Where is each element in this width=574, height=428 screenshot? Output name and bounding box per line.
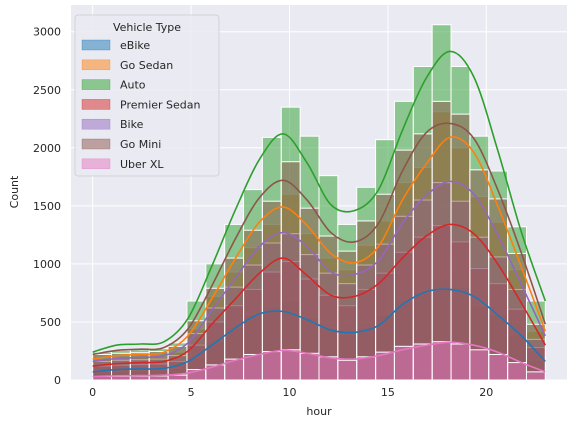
histogram-bar	[450, 343, 471, 381]
legend-title: Vehicle Type	[113, 21, 181, 34]
histogram-bar	[205, 364, 226, 381]
x-axis-label: hour	[306, 405, 332, 418]
y-tick-label: 1500	[33, 200, 61, 213]
kde-lines	[92, 50, 547, 378]
legend-swatch	[81, 118, 111, 130]
kde-line-auto	[92, 50, 547, 353]
x-axis-ticks: 0 5 10 15 20	[89, 386, 493, 399]
histogram-bar	[469, 349, 490, 381]
y-tick-label: 3000	[33, 26, 61, 39]
y-tick-label: 0	[54, 374, 61, 387]
histogram-bar	[431, 341, 452, 381]
histogram-bar	[488, 353, 509, 381]
legend-label: Go Sedan	[120, 59, 173, 72]
legend-label: Auto	[120, 79, 146, 92]
x-tick-label: 5	[188, 386, 195, 399]
y-axis-label: Count	[8, 175, 21, 208]
histogram-bar	[111, 375, 131, 381]
x-tick-label: 0	[89, 386, 96, 399]
kde-line-bike	[92, 180, 547, 363]
legend-swatch	[81, 158, 111, 170]
legend-swatch	[81, 39, 111, 51]
kde-line-go-sedan	[92, 136, 547, 360]
histogram-bar	[507, 362, 527, 381]
histogram-bar	[412, 343, 433, 381]
histogram-bar	[393, 149, 414, 381]
y-axis-ticks: 0 500 1000 1500 2000 2500 3000	[33, 26, 61, 387]
histogram-bar	[337, 359, 358, 381]
histogram-bar	[318, 356, 339, 381]
kde-line-ebike	[92, 288, 546, 373]
histogram-bar	[525, 371, 546, 381]
legend-swatch	[81, 99, 111, 110]
legend-box	[74, 14, 220, 177]
legend-swatch	[81, 59, 111, 71]
histogram-bar	[412, 133, 433, 381]
histogram-bar	[167, 374, 188, 381]
y-tick-label: 1000	[33, 258, 61, 271]
x-tick-label: 15	[381, 386, 395, 399]
kde-line-premier-sedan	[92, 223, 547, 367]
histogram-bar	[299, 352, 320, 381]
histogram-bar	[356, 356, 377, 381]
kde-line-go-mini	[92, 122, 547, 356]
legend-label: Uber XL	[120, 158, 164, 171]
histogram-bar	[450, 113, 471, 381]
y-tick-label: 2500	[33, 84, 61, 97]
histogram-bar	[280, 161, 301, 381]
histogram-bar	[148, 375, 169, 381]
y-tick-label: 500	[40, 316, 61, 329]
histogram-bar	[129, 375, 150, 381]
legend: Vehicle Type eBike Go Sedan Auto Premier Se…	[74, 14, 220, 177]
legend-swatch	[81, 138, 111, 150]
legend-label: Go Mini	[120, 138, 161, 151]
legend-label: Bike	[120, 118, 144, 131]
bar-series-uber-xl	[92, 341, 546, 381]
x-tick-label: 10	[282, 386, 296, 399]
legend-swatch	[81, 79, 111, 90]
x-tick-label: 20	[479, 386, 493, 399]
legend-items: eBike Go Sedan Auto Premier Sedan Bike Go Min…	[81, 39, 201, 171]
kde-line-uber-xl	[92, 341, 546, 378]
legend-label: Premier Sedan	[120, 98, 201, 111]
legend-label: eBike	[120, 39, 150, 52]
histogram-bar	[280, 349, 301, 381]
histogram-bar	[261, 351, 282, 381]
y-tick-label: 2000	[33, 142, 61, 155]
